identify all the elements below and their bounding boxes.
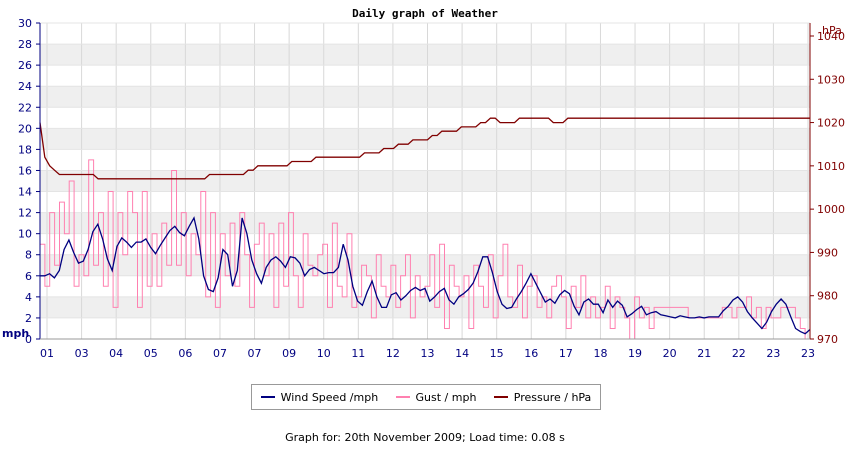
grid-band	[40, 44, 810, 66]
plot-series	[39, 117, 811, 340]
x-tick-label: 06	[178, 347, 192, 360]
x-tick-label: 07	[248, 347, 262, 360]
x-tick-label: 12	[386, 347, 400, 360]
left-tick-label: 30	[18, 17, 32, 30]
grid-band	[40, 170, 810, 192]
x-tick-label: 01	[40, 347, 54, 360]
left-tick-label: 28	[18, 38, 32, 51]
left-tick-label: 4	[25, 291, 32, 304]
x-tick-label: 16	[524, 347, 538, 360]
grid-band	[40, 296, 810, 318]
left-tick-label: 14	[18, 186, 32, 199]
x-tick-label: 10	[317, 347, 331, 360]
x-tick-label: 23	[766, 347, 780, 360]
left-tick-label: 2	[25, 312, 32, 325]
x-axis-ticks: 01 03 04 05 06 07 07 09 10 11 12 13 14 15 16 17 18 19 20 21…	[40, 347, 815, 360]
grid-bands	[40, 44, 810, 318]
x-tick-label: 11	[351, 347, 365, 360]
x-tick-label: 07	[213, 347, 227, 360]
left-tick-label: 0	[25, 333, 32, 346]
legend-swatch-gust	[395, 396, 410, 398]
right-tick-label: 990	[817, 246, 838, 259]
right-tick-label: 1030	[817, 73, 845, 86]
right-axis-unit-label: hPa	[822, 24, 842, 37]
chart-title: Daily graph of Weather	[352, 7, 498, 20]
x-tick-label: 18	[593, 347, 607, 360]
legend-item-gust: Gust / mph	[395, 390, 477, 404]
left-tick-label: 8	[25, 249, 32, 262]
right-tick-label: 1020	[817, 117, 845, 130]
left-tick-label: 12	[18, 207, 32, 220]
legend: Wind Speed /mph Gust / mph Pressure / hP…	[251, 384, 601, 410]
legend-label-wind-speed: Wind Speed /mph	[280, 390, 379, 404]
x-tick-label: 04	[109, 347, 123, 360]
grid-band	[40, 128, 810, 150]
x-tick-label: 17	[559, 347, 573, 360]
right-tick-label: 1010	[817, 160, 845, 173]
right-tick-label: 1040	[817, 30, 845, 43]
series-line-gust	[40, 159, 811, 340]
left-tick-label: 26	[18, 59, 32, 72]
legend-item-pressure: Pressure / hPa	[493, 390, 592, 404]
x-tick-label: 05	[144, 347, 158, 360]
axes	[39, 23, 811, 340]
left-tick-label: 6	[25, 270, 32, 283]
grid-band	[40, 212, 810, 234]
right-tick-label: 980	[817, 290, 838, 303]
vertical-gridlines	[40, 22, 810, 340]
x-tick-label: 09	[282, 347, 296, 360]
right-axis-ticks: 970 980 990 1000 1010 1020 1030 1040	[810, 30, 845, 346]
footer-status: Graph for: 20th November 2009; Load time…	[285, 431, 565, 444]
left-tick-label: 20	[18, 122, 32, 135]
grid-band	[40, 254, 810, 276]
legend-item-wind-speed: Wind Speed /mph	[260, 390, 379, 404]
legend-label-gust: Gust / mph	[415, 390, 477, 404]
x-tick-label: 22	[732, 347, 746, 360]
left-tick-label: 18	[18, 143, 32, 156]
legend-label-pressure: Pressure / hPa	[513, 390, 592, 404]
series-line-pressure	[39, 117, 810, 180]
left-tick-label: 10	[18, 228, 32, 241]
grid-band	[40, 86, 810, 108]
right-tick-label: 1000	[817, 203, 845, 216]
x-tick-label: 19	[628, 347, 642, 360]
legend-swatch-pressure	[493, 396, 508, 398]
x-tick-label: 13	[421, 347, 435, 360]
x-tick-label: 15	[490, 347, 504, 360]
legend-swatch-wind-speed	[260, 396, 275, 398]
left-tick-label: 24	[18, 80, 32, 93]
right-tick-label: 970	[817, 333, 838, 346]
x-tick-label: 03	[75, 347, 89, 360]
left-tick-label: 16	[18, 164, 32, 177]
x-tick-label: 14	[455, 347, 469, 360]
left-axis-unit-label: mph	[2, 327, 29, 340]
x-tick-label: 23	[801, 347, 815, 360]
series-line-wind-speed	[40, 216, 811, 335]
x-tick-label: 21	[697, 347, 711, 360]
x-tick-label: 20	[663, 347, 677, 360]
left-tick-label: 22	[18, 101, 32, 114]
